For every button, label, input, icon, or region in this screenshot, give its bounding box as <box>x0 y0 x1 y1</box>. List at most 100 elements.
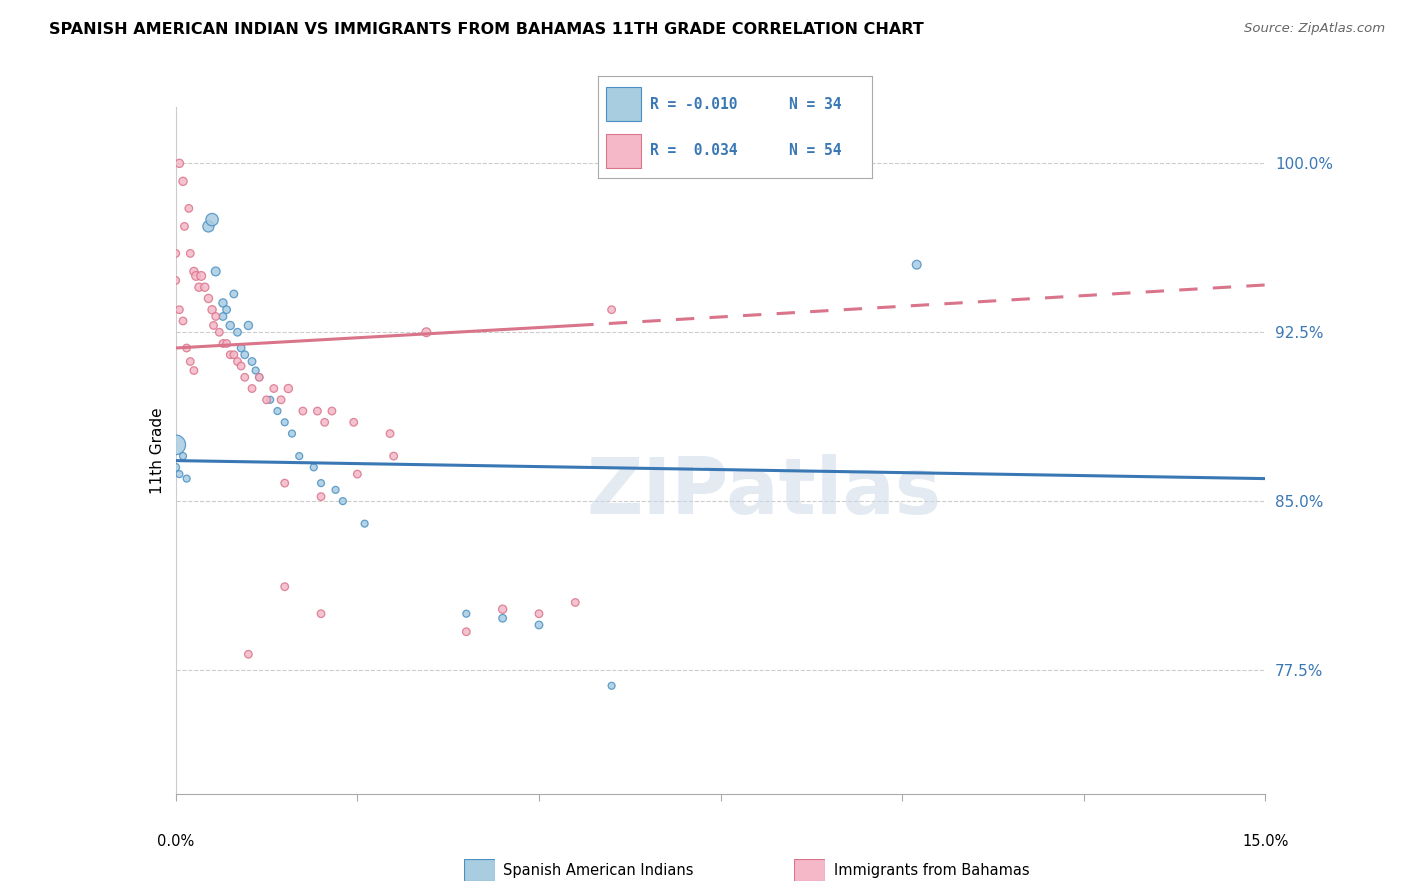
Point <box>263 382 285 396</box>
Text: 15.0%: 15.0% <box>1243 834 1288 849</box>
Point <box>169 467 191 482</box>
Point <box>177 202 200 216</box>
Point <box>346 467 368 482</box>
Point <box>202 318 225 333</box>
Point <box>201 302 224 317</box>
Point <box>321 404 343 418</box>
Point <box>212 310 235 324</box>
Point <box>212 336 235 351</box>
Point <box>353 516 375 531</box>
Point <box>165 273 187 287</box>
Point <box>564 595 586 609</box>
Text: N = 34: N = 34 <box>790 96 842 112</box>
Point <box>215 302 238 317</box>
Text: R = -0.010: R = -0.010 <box>650 96 737 112</box>
Point <box>188 280 211 294</box>
Bar <box>606 135 641 168</box>
Point <box>172 314 194 328</box>
Point <box>270 392 292 407</box>
Point <box>492 602 515 616</box>
Point <box>231 341 253 355</box>
Point <box>302 460 325 475</box>
Point <box>240 382 263 396</box>
Point <box>266 404 288 418</box>
Point <box>215 336 238 351</box>
Point <box>456 607 478 621</box>
Point <box>176 341 198 355</box>
Point <box>183 363 205 377</box>
Point <box>226 354 249 368</box>
Text: Source: ZipAtlas.com: Source: ZipAtlas.com <box>1244 22 1385 36</box>
Point <box>233 348 256 362</box>
Point <box>905 258 928 272</box>
Point <box>274 415 297 429</box>
Point <box>169 302 191 317</box>
Point <box>204 310 226 324</box>
Point <box>492 611 515 625</box>
Point <box>231 359 253 373</box>
Point <box>169 156 191 170</box>
Point <box>378 426 401 441</box>
Point <box>219 348 242 362</box>
Point <box>233 370 256 384</box>
Text: Spanish American Indians: Spanish American Indians <box>503 863 693 878</box>
Point <box>208 325 231 339</box>
Point <box>197 219 219 234</box>
Point <box>527 607 550 621</box>
Text: R =  0.034: R = 0.034 <box>650 144 737 158</box>
Point <box>245 363 267 377</box>
Point <box>173 219 195 234</box>
Point <box>184 268 207 283</box>
Point <box>415 325 437 339</box>
Point <box>274 580 297 594</box>
Point <box>172 449 194 463</box>
Point <box>238 318 260 333</box>
Text: N = 54: N = 54 <box>790 144 842 158</box>
Point <box>291 404 314 418</box>
Bar <box>606 87 641 121</box>
Point <box>600 302 623 317</box>
Point <box>194 280 217 294</box>
Point <box>307 404 329 418</box>
Text: 0.0%: 0.0% <box>157 834 194 849</box>
Point <box>179 246 201 260</box>
Point <box>309 607 332 621</box>
Point <box>165 438 187 452</box>
Point <box>527 618 550 632</box>
Point <box>212 296 235 310</box>
Point <box>197 292 219 306</box>
Point <box>179 354 201 368</box>
Point <box>222 287 245 301</box>
Point <box>309 476 332 491</box>
Point <box>240 354 263 368</box>
Text: ZIPatlas: ZIPatlas <box>586 454 942 530</box>
Point <box>309 490 332 504</box>
Point <box>600 679 623 693</box>
Point <box>222 348 245 362</box>
Point <box>238 647 260 661</box>
Point <box>343 415 366 429</box>
Point <box>172 174 194 188</box>
Point <box>190 268 212 283</box>
Point <box>247 370 270 384</box>
Point <box>226 325 249 339</box>
Point <box>277 382 299 396</box>
Point <box>456 624 478 639</box>
Point <box>382 449 405 463</box>
Y-axis label: 11th Grade: 11th Grade <box>149 407 165 494</box>
Point <box>256 392 278 407</box>
Point <box>204 264 226 278</box>
Point <box>165 246 187 260</box>
Point <box>332 494 354 508</box>
Text: SPANISH AMERICAN INDIAN VS IMMIGRANTS FROM BAHAMAS 11TH GRADE CORRELATION CHART: SPANISH AMERICAN INDIAN VS IMMIGRANTS FR… <box>49 22 924 37</box>
Point <box>281 426 304 441</box>
Point <box>201 212 224 227</box>
Point <box>325 483 347 497</box>
Point <box>274 476 297 491</box>
Point <box>165 460 187 475</box>
Point <box>288 449 311 463</box>
Point <box>176 472 198 486</box>
Text: Immigrants from Bahamas: Immigrants from Bahamas <box>834 863 1029 878</box>
Point <box>259 392 281 407</box>
Point <box>247 370 270 384</box>
